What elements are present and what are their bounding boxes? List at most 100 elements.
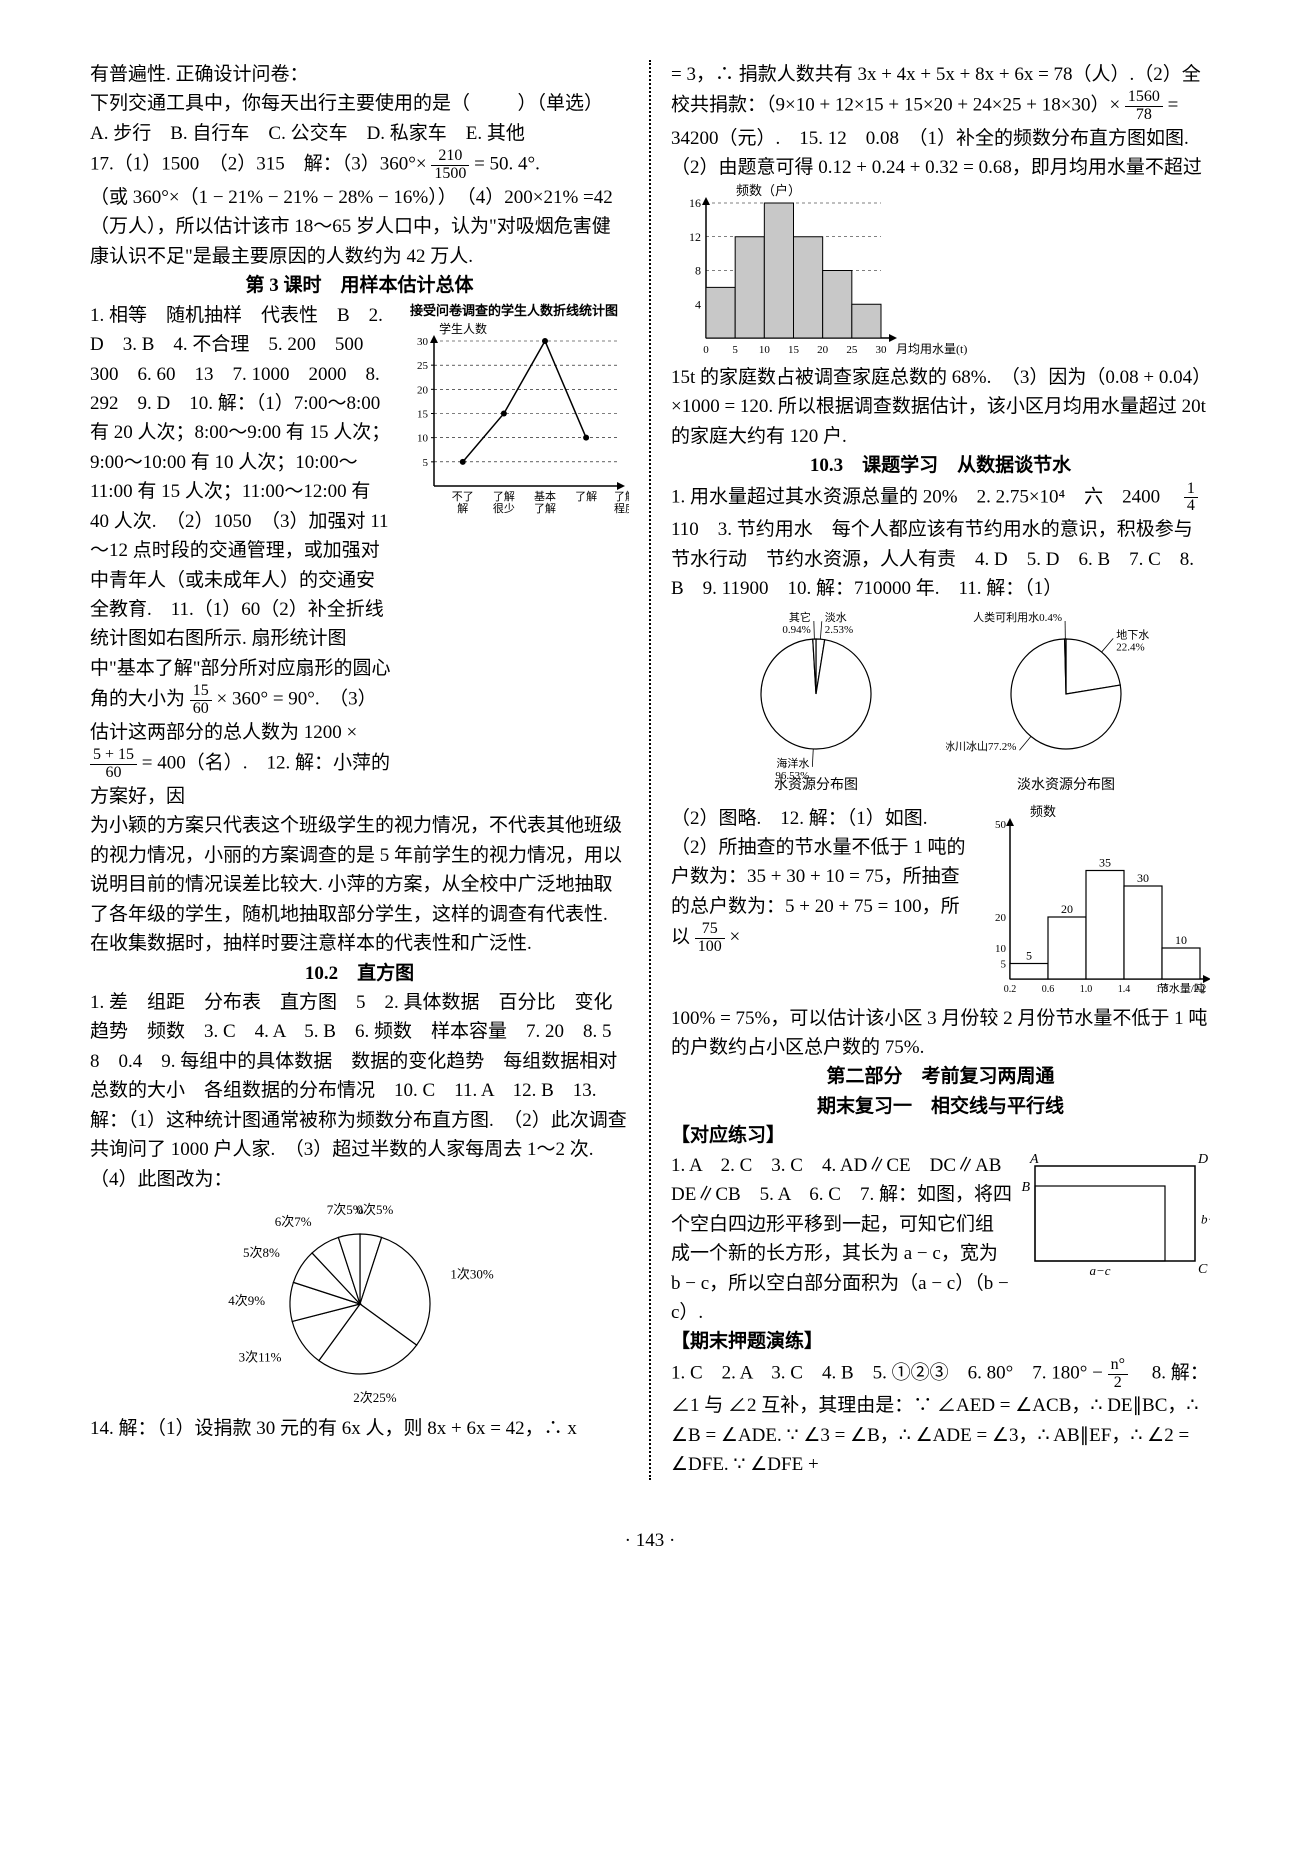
text: 100% = 75%，可以估计该小区 3 月份较 2 月份节水量不低于 1 吨的… bbox=[671, 1004, 1210, 1063]
den: 1500 bbox=[431, 166, 469, 183]
svg-text:了解: 了解 bbox=[493, 489, 515, 503]
svg-text:水资源分布图: 水资源分布图 bbox=[774, 777, 858, 793]
text: 17.（1）1500 （2）315 解：（3）360°× 2101500 = 5… bbox=[90, 148, 629, 183]
text: × bbox=[730, 927, 741, 948]
svg-text:1.4: 1.4 bbox=[1118, 984, 1131, 995]
den: 4 bbox=[1184, 498, 1198, 515]
svg-text:月均用水量(t): 月均用水量(t) bbox=[896, 342, 967, 356]
fraction: 1560 bbox=[190, 683, 212, 718]
row-with-histo2: （2）图略. 12. 解：（1）如图. （2）所抽查的节水量不低于 1 吨的户数… bbox=[671, 804, 1210, 1004]
blank-paren bbox=[475, 93, 513, 114]
svg-text:0.2: 0.2 bbox=[1004, 984, 1017, 995]
svg-text:0: 0 bbox=[703, 344, 709, 356]
options: A. 步行 B. 自行车 C. 公交车 D. 私家车 E. 其他 bbox=[90, 119, 629, 148]
svg-text:地下水: 地下水 bbox=[1116, 628, 1149, 641]
svg-text:5: 5 bbox=[732, 344, 738, 356]
svg-text:基本: 基本 bbox=[534, 489, 556, 503]
svg-text:冰川冰山77.2%: 冰川冰山77.2% bbox=[946, 740, 1016, 753]
num: 75 bbox=[695, 921, 725, 939]
den: 60 bbox=[190, 701, 212, 718]
column-divider bbox=[649, 60, 651, 1480]
heading-lesson-3: 第 3 课时 用样本估计总体 bbox=[90, 271, 629, 300]
svg-text:35: 35 bbox=[1099, 855, 1111, 869]
pie-chart-water: 淡水2.53%海洋水96.53%其它0.94%水资源分布图 bbox=[696, 604, 936, 804]
histogram-2: 频数52035301050201050.20.61.01.41.82.2节水量/… bbox=[980, 804, 1210, 1004]
text: ）（单选） bbox=[518, 93, 604, 114]
row-with-rect: 1. A 2. C 3. C 4. AD∥CE DC∥AB DE∥CB 5. A… bbox=[671, 1151, 1210, 1328]
svg-text:1次30%: 1次30% bbox=[450, 1267, 494, 1282]
num: 5 + 15 bbox=[90, 747, 137, 765]
svg-text:12: 12 bbox=[689, 230, 701, 244]
svg-text:了解: 了解 bbox=[614, 489, 629, 503]
histogram-1: 频数（户）481216051015202530月均用水量(t) bbox=[671, 183, 971, 363]
text: 1. 用水量超过其水资源总量的 20% 2. 2.75×10⁴ 六 2400 bbox=[671, 486, 1179, 507]
svg-text:了解: 了解 bbox=[575, 489, 597, 503]
svg-text:2次25%: 2次25% bbox=[353, 1390, 397, 1405]
svg-text:10: 10 bbox=[417, 432, 429, 444]
text: 1. C 2. A 3. C 4. B 5. ①②③ 6. 80° 7. 180… bbox=[671, 1357, 1210, 1480]
svg-text:4: 4 bbox=[695, 297, 701, 311]
svg-text:20: 20 bbox=[995, 912, 1007, 924]
svg-text:淡水资源分布图: 淡水资源分布图 bbox=[1017, 777, 1115, 793]
text: 1. 相等 随机抽样 代表性 B 2. D 3. B 4. 不合理 5. 200… bbox=[90, 301, 391, 812]
svg-text:3次11%: 3次11% bbox=[238, 1349, 281, 1364]
svg-text:10: 10 bbox=[995, 943, 1007, 955]
heading-10-3: 10.3 课题学习 从数据谈节水 bbox=[671, 451, 1210, 480]
den: 2 bbox=[1108, 1375, 1128, 1392]
svg-text:22.4%: 22.4% bbox=[1116, 641, 1144, 653]
svg-text:很少: 很少 bbox=[493, 501, 515, 515]
line-chart: 接受问卷调查的学生人数折线统计图学生人数51015202530不了解了解很少基本… bbox=[399, 301, 629, 531]
svg-text:节水量/吨: 节水量/吨 bbox=[1158, 982, 1205, 995]
svg-text:5: 5 bbox=[1001, 958, 1007, 970]
heading-final-test: 【期末押题演练】 bbox=[671, 1327, 1210, 1356]
row-with-chart: 1. 相等 随机抽样 代表性 B 2. D 3. B 4. 不合理 5. 200… bbox=[90, 301, 629, 812]
text: = 3，∴ 捐款人数共有 3x + 4x + 5x + 8x + 6x = 78… bbox=[671, 64, 1201, 116]
svg-text:1.0: 1.0 bbox=[1080, 984, 1093, 995]
svg-text:了解: 了解 bbox=[534, 501, 556, 515]
text: 1. 用水量超过其水资源总量的 20% 2. 2.75×10⁴ 六 2400 1… bbox=[671, 481, 1210, 604]
heading-10-2: 10.2 直方图 bbox=[90, 959, 629, 988]
text: 17.（1）1500 （2）315 解：（3）360°× bbox=[90, 154, 431, 175]
svg-text:A: A bbox=[1029, 1152, 1039, 1167]
svg-text:25: 25 bbox=[417, 360, 429, 372]
svg-text:B: B bbox=[1021, 1180, 1030, 1195]
svg-text:4次9%: 4次9% bbox=[228, 1293, 265, 1308]
fraction: n°2 bbox=[1108, 1357, 1128, 1392]
fraction: 5 + 1560 bbox=[90, 747, 137, 782]
svg-text:频数: 频数 bbox=[1030, 804, 1056, 819]
num: 210 bbox=[431, 148, 469, 166]
num: 15 bbox=[190, 683, 212, 701]
svg-text:其它: 其它 bbox=[788, 610, 810, 624]
den: 78 bbox=[1125, 107, 1163, 124]
svg-text:接受问卷调查的学生人数折线统计图: 接受问卷调查的学生人数折线统计图 bbox=[410, 303, 618, 318]
svg-text:20: 20 bbox=[1061, 902, 1073, 916]
num: n° bbox=[1108, 1357, 1128, 1375]
svg-text:15: 15 bbox=[417, 408, 429, 420]
svg-text:5: 5 bbox=[423, 456, 429, 468]
pie-row: 淡水2.53%海洋水96.53%其它0.94%水资源分布图 地下水22.4% 冰川… bbox=[671, 604, 1210, 804]
right-column: = 3，∴ 捐款人数共有 3x + 4x + 5x + 8x + 6x = 78… bbox=[671, 60, 1210, 1480]
svg-text:15: 15 bbox=[788, 344, 800, 356]
svg-text:程度: 程度 bbox=[614, 501, 629, 515]
left-column: 有普遍性. 正确设计问卷： 下列交通工具中，你每天出行主要使用的是（ ）（单选）… bbox=[90, 60, 629, 1480]
heading-practice: 【对应练习】 bbox=[671, 1121, 1210, 1150]
text: 1. C 2. A 3. C 4. B 5. ①②③ 6. 80° 7. 180… bbox=[671, 1362, 1108, 1383]
fraction: 75100 bbox=[695, 921, 725, 956]
num: 1560 bbox=[1125, 89, 1163, 107]
page-number: · 143 · bbox=[0, 1530, 1300, 1552]
svg-text:不了: 不了 bbox=[452, 490, 474, 503]
svg-text:7次5%: 7次5% bbox=[326, 1202, 363, 1217]
text: 1. 差 组距 分布表 直方图 5 2. 具体数据 百分比 变化趋势 频数 3.… bbox=[90, 988, 629, 1194]
text: 1. A 2. C 3. C 4. AD∥CE DC∥AB DE∥CB 5. A… bbox=[671, 1151, 1012, 1328]
page: 有普遍性. 正确设计问卷： 下列交通工具中，你每天出行主要使用的是（ ）（单选）… bbox=[0, 0, 1300, 1520]
den: 100 bbox=[695, 939, 725, 956]
svg-text:16: 16 bbox=[689, 196, 701, 210]
svg-text:人类可利用水0.4%: 人类可利用水0.4% bbox=[973, 610, 1062, 624]
svg-text:D: D bbox=[1197, 1152, 1208, 1167]
text: 为小颖的方案只代表这个班级学生的视力情况，不代表其他班级的视力情况，小丽的方案调… bbox=[90, 811, 629, 958]
heading-part2: 第二部分 考前复习两周通 bbox=[671, 1062, 1210, 1091]
svg-text:30: 30 bbox=[876, 344, 888, 356]
text: 下列交通工具中，你每天出行主要使用的是（ ）（单选） bbox=[90, 89, 629, 118]
svg-text:2.53%: 2.53% bbox=[824, 624, 852, 636]
row-with-histo: 频数（户）481216051015202530月均用水量(t) bbox=[671, 183, 1210, 363]
